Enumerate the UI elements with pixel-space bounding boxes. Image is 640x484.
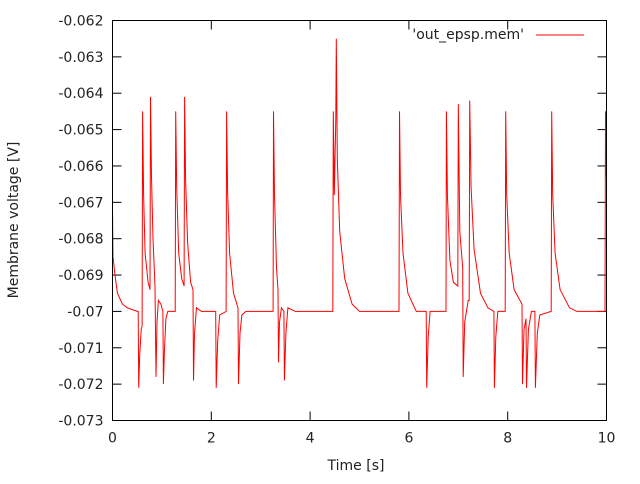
y-tick-label: -0.071 [58, 341, 103, 357]
y-tick-label: -0.07 [67, 304, 103, 320]
x-tick-label: 10 [598, 431, 616, 447]
axis-ticks: -0.062 -0.063 -0.064 -0.065 -0.066 -0.067 -0.0… [58, 14, 615, 447]
x-tick-label: 6 [404, 431, 413, 447]
plot-border [112, 20, 607, 421]
y-axis-label: Membrane voltage [V] [6, 142, 22, 299]
y-tick-label: -0.062 [58, 14, 103, 30]
y-tick-label: -0.072 [58, 377, 103, 393]
series-line-out-epsp-mem [112, 38, 607, 388]
y-tick-label: -0.073 [58, 414, 103, 430]
x-tick-label: 8 [503, 431, 512, 447]
y-tick-label: -0.066 [58, 159, 103, 175]
y-tick-label: -0.065 [58, 123, 103, 139]
x-tick-label: 4 [306, 431, 315, 447]
y-tick-label: -0.067 [58, 195, 103, 211]
x-axis-label: Time [s] [327, 458, 385, 474]
y-tick-label: -0.063 [58, 50, 103, 66]
x-tick-label: 2 [207, 431, 216, 447]
x-tick-label: 0 [108, 431, 117, 447]
legend-label: 'out_epsp.mem' [412, 27, 524, 43]
y-tick-label: -0.068 [58, 232, 103, 248]
y-tick-label: -0.069 [58, 268, 103, 284]
y-tick-label: -0.064 [58, 86, 103, 102]
